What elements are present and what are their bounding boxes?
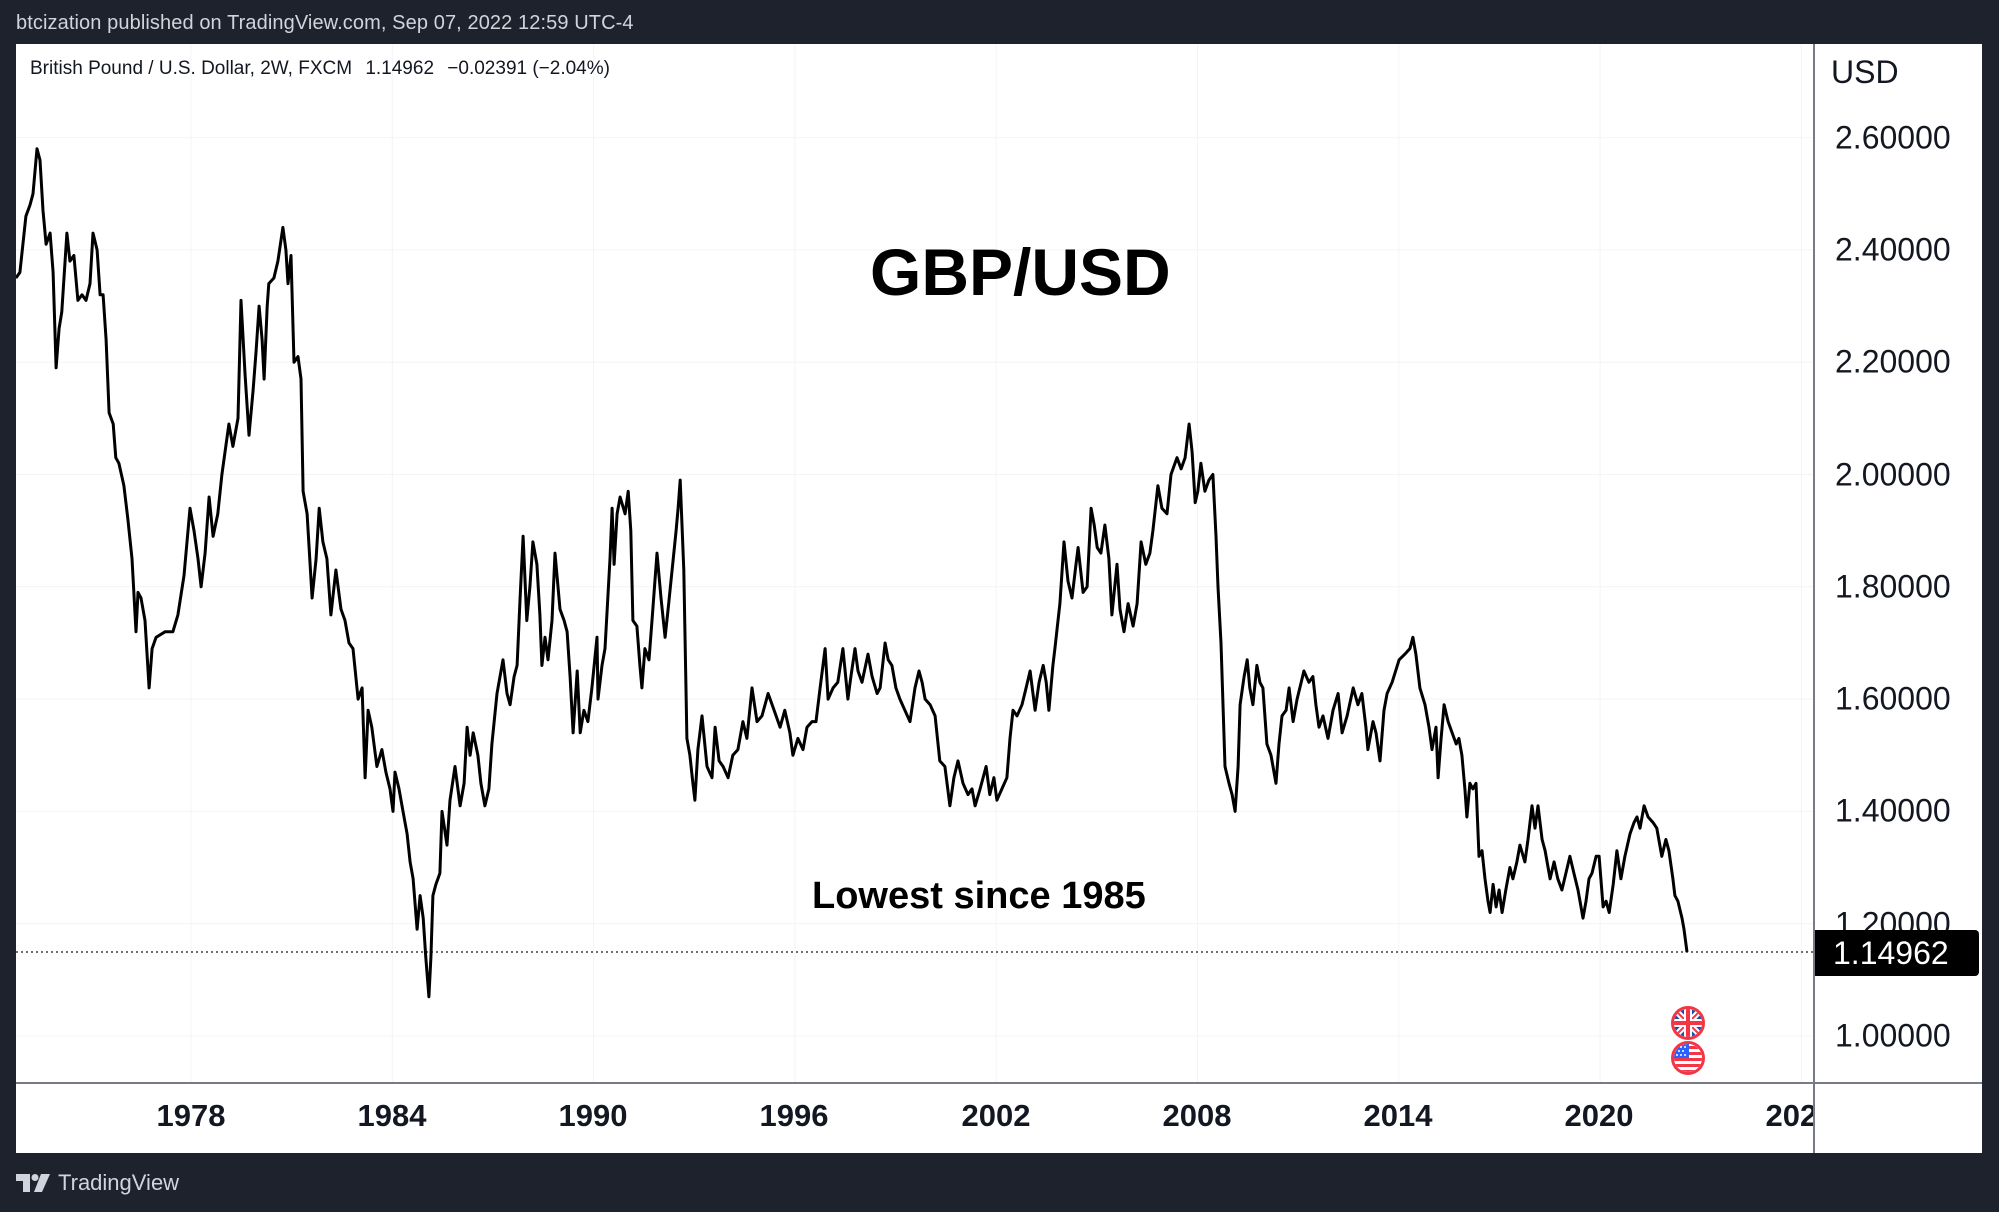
symbol-name: British Pound / U.S. Dollar, 2W, FXCM — [30, 58, 353, 79]
us-flag-icon[interactable] — [1671, 1041, 1705, 1075]
time-tick: 2026 — [1765, 1098, 1813, 1133]
price-axis-unit: USD — [1831, 54, 1899, 90]
price-tick: 1.60000 — [1835, 680, 1951, 717]
price-line-chart — [16, 44, 1813, 1082]
time-tick: 2008 — [1162, 1098, 1232, 1133]
time-axis[interactable]: 1978 1984 1990 1996 2002 2008 2014 2020 … — [16, 1082, 1813, 1155]
chart-frame: British Pound / U.S. Dollar, 2W, FXCM 1.… — [16, 44, 1982, 1153]
chart-annotation: Lowest since 1985 — [812, 875, 1146, 917]
price-tick: 2.40000 — [1835, 231, 1951, 268]
price-tick: 1.00000 — [1835, 1017, 1951, 1054]
time-tick: 1978 — [156, 1098, 226, 1133]
last-price-label: 1.14962 — [1815, 930, 1979, 976]
legend-change: −0.02391 (−2.04%) — [447, 58, 610, 79]
footer-brand[interactable]: TradingView — [16, 1170, 179, 1196]
price-tick: 2.00000 — [1835, 456, 1951, 493]
price-tick: 1.80000 — [1835, 568, 1951, 605]
uk-flag-graphic — [1674, 1009, 1702, 1037]
price-tick: 2.60000 — [1835, 119, 1951, 156]
footer-brand-text: TradingView — [58, 1170, 180, 1195]
price-tick: 1.40000 — [1835, 792, 1951, 829]
price-series-line — [16, 147, 1689, 999]
time-tick: 2020 — [1564, 1098, 1634, 1133]
time-tick: 2014 — [1363, 1098, 1433, 1133]
time-tick: 1984 — [357, 1098, 427, 1133]
publish-line: btcization published on TradingView.com,… — [16, 12, 634, 34]
symbol-legend[interactable]: British Pound / U.S. Dollar, 2W, FXCM 1.… — [30, 58, 618, 80]
uk-flag-icon[interactable] — [1671, 1006, 1705, 1040]
time-tick: 1990 — [558, 1098, 628, 1133]
chart-pane[interactable]: British Pound / U.S. Dollar, 2W, FXCM 1.… — [16, 44, 1813, 1082]
legend-last-price: 1.14962 — [365, 58, 435, 79]
time-tick: 2002 — [961, 1098, 1031, 1133]
time-tick: 1996 — [759, 1098, 829, 1133]
us-flag-graphic — [1674, 1044, 1702, 1072]
axis-corner — [1813, 1082, 1982, 1153]
price-tick: 2.20000 — [1835, 343, 1951, 380]
tradingview-logo-icon — [16, 1174, 50, 1192]
chart-title: GBP/USD — [870, 235, 1171, 309]
price-axis[interactable]: USD 2.60000 2.40000 2.20000 2.00000 1.80… — [1813, 44, 1984, 1082]
